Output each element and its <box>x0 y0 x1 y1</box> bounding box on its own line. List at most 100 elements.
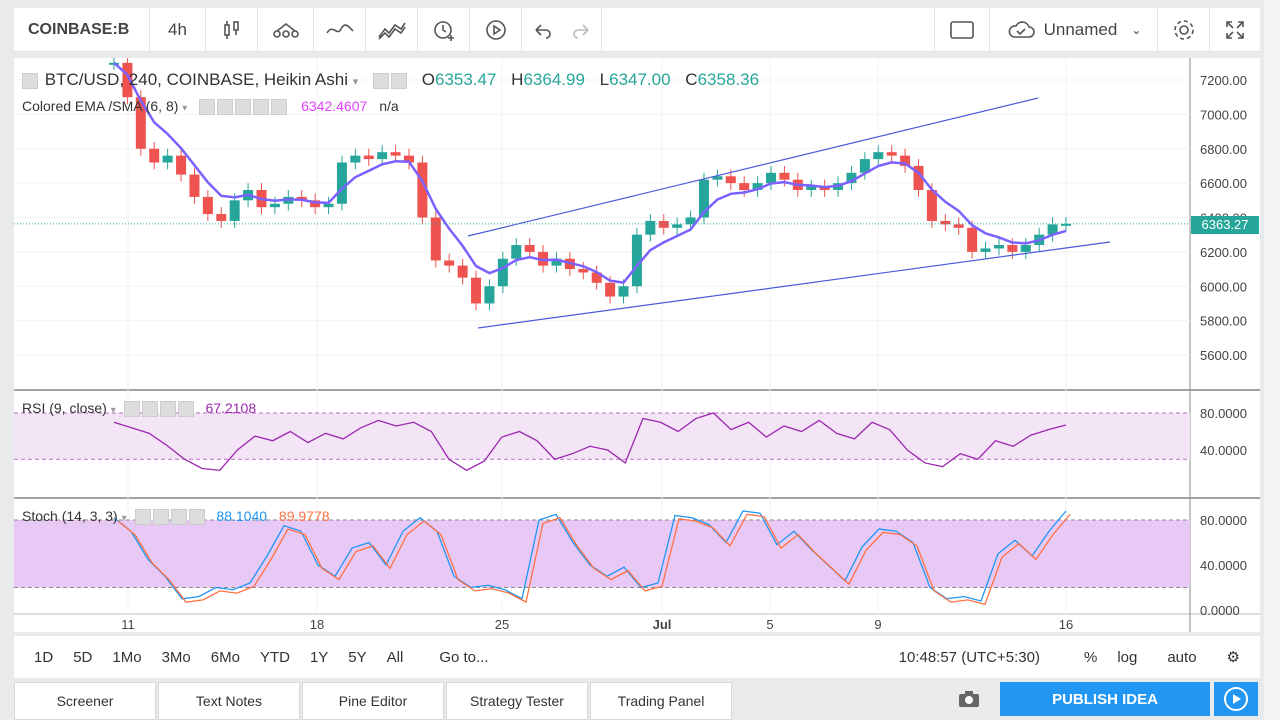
main-legend: BTC/USD, 240, COINBASE, Heikin Ashi ▾ O6… <box>22 70 759 90</box>
stoch-d-value: 89.9778 <box>278 508 330 524</box>
eye-icon[interactable] <box>199 99 216 116</box>
chevron-down-icon[interactable]: ▾ <box>121 513 127 524</box>
cloud-icon <box>1008 20 1035 38</box>
tab-trading-panel[interactable]: Trading Panel <box>590 682 732 720</box>
series-title: BTC/USD, 240, COINBASE, Heikin Ashi <box>44 70 349 89</box>
close-icon[interactable] <box>177 401 194 418</box>
chevron-down-icon[interactable]: ▾ <box>110 405 116 416</box>
range-ytd[interactable]: YTD <box>259 648 290 666</box>
collapse-icon[interactable] <box>22 72 38 89</box>
candle-body <box>323 203 334 208</box>
chevron-down-icon: ⌄ <box>1131 22 1142 37</box>
price-axis-label: 6000.00 <box>1200 279 1247 294</box>
range-1d[interactable]: 1D <box>34 648 54 666</box>
gear-icon[interactable] <box>391 72 408 89</box>
plus-icon[interactable] <box>253 99 270 116</box>
candle-body <box>591 272 602 283</box>
gear-icon[interactable] <box>152 509 169 526</box>
chart-canvas[interactable]: 7200.007000.006800.006600.006400.006200.… <box>14 58 1260 632</box>
time-axis-label: 25 <box>495 617 509 632</box>
publish-idea-button[interactable]: PUBLISH IDEA <box>1000 682 1210 716</box>
plus-icon[interactable] <box>170 509 187 526</box>
camera-icon[interactable] <box>954 686 984 712</box>
stoch-legend: Stoch (14, 3, 3) ▾ 88.1040 89.9778 <box>22 508 330 526</box>
undo-icon[interactable] <box>522 8 562 52</box>
maximize-icon[interactable] <box>1210 8 1260 52</box>
current-price-label: 6363.27 <box>1191 216 1259 234</box>
gear-icon[interactable] <box>141 401 158 418</box>
candle-body <box>430 217 441 261</box>
close-icon[interactable] <box>188 509 205 526</box>
open-value: 6353.47 <box>434 70 497 89</box>
time-axis-label: 5 <box>766 617 773 632</box>
candle-body <box>390 152 401 156</box>
chart-name-label: Unnamed <box>1043 19 1118 39</box>
compare-icon[interactable] <box>258 7 314 52</box>
fullscreen-chart-icon[interactable] <box>934 7 990 52</box>
tab-text-notes[interactable]: Text Notes <box>158 682 300 720</box>
range-5y[interactable]: 5Y <box>348 648 367 666</box>
plus-icon[interactable] <box>159 401 176 418</box>
gear-icon[interactable] <box>217 99 234 116</box>
candle-body <box>551 258 562 266</box>
settings-gear-icon[interactable]: ⚙ <box>1226 649 1240 666</box>
candle-body <box>993 245 1004 249</box>
candle-body <box>645 220 656 235</box>
templates-icon[interactable] <box>366 7 418 52</box>
rsi-legend: RSI (9, close) ▾ 67.2108 <box>22 400 256 418</box>
tab-strategy-tester[interactable]: Strategy Tester <box>446 682 588 720</box>
candle-body <box>926 190 937 221</box>
time-axis-label: 18 <box>310 617 324 632</box>
tab-pine-editor[interactable]: Pine Editor <box>302 682 444 720</box>
chart-name-button[interactable]: Unnamed ⌄ <box>990 7 1158 52</box>
candle-type-icon[interactable] <box>206 7 258 52</box>
close-icon[interactable] <box>271 99 288 116</box>
close-value: 6358.36 <box>697 70 760 89</box>
price-axis-label: 6200.00 <box>1200 245 1247 260</box>
candle-body <box>900 155 911 166</box>
ema-value: 6342.4607 <box>301 98 368 114</box>
right-scroll-strip[interactable] <box>1264 0 1280 720</box>
candle-body <box>511 245 522 259</box>
range-3mo[interactable]: 3Mo <box>161 648 191 666</box>
range-5d[interactable]: 5D <box>73 648 93 666</box>
candle-body <box>471 277 482 304</box>
range-all[interactable]: All <box>386 648 404 666</box>
auto-scale-button[interactable]: auto <box>1167 648 1197 666</box>
goto-button[interactable]: Go to... <box>439 648 489 666</box>
source-icon[interactable] <box>235 99 252 116</box>
eye-icon[interactable] <box>373 72 390 89</box>
eye-icon[interactable] <box>134 509 151 526</box>
indicators-icon[interactable] <box>314 7 366 52</box>
interval-button[interactable]: 4h <box>150 7 206 52</box>
symbol-search[interactable]: COINBASE:B <box>14 7 150 52</box>
time-axis-label: Jul <box>653 617 672 632</box>
play-icon[interactable] <box>1214 682 1258 716</box>
range-1mo[interactable]: 1Mo <box>112 648 142 666</box>
alert-icon[interactable] <box>418 7 470 52</box>
candle-body <box>712 176 723 180</box>
candle-body <box>685 217 696 225</box>
chart-area[interactable]: 7200.007000.006800.006600.006400.006200.… <box>14 58 1260 632</box>
range-6mo[interactable]: 6Mo <box>210 648 240 666</box>
candle-body <box>846 172 857 184</box>
candle-body <box>269 203 280 208</box>
price-axis-label: 6600.00 <box>1200 176 1247 191</box>
tab-screener[interactable]: Screener <box>14 682 156 720</box>
range-1y[interactable]: 1Y <box>309 648 329 666</box>
candle-body <box>377 152 388 160</box>
stoch-axis-label: 0.0000 <box>1200 603 1240 618</box>
percent-scale-button[interactable]: % <box>1083 648 1098 666</box>
clock-label[interactable]: 10:48:57 (UTC+5:30) <box>898 648 1040 666</box>
chevron-down-icon[interactable]: ▾ <box>352 76 359 88</box>
log-scale-button[interactable]: log <box>1117 648 1138 666</box>
settings-gear-icon[interactable] <box>1158 7 1210 52</box>
candle-body <box>672 224 683 228</box>
redo-icon[interactable] <box>562 7 602 52</box>
replay-icon[interactable] <box>470 7 522 52</box>
candle-body <box>913 165 924 190</box>
candle-body <box>403 155 414 163</box>
chevron-down-icon[interactable]: ▾ <box>182 103 188 114</box>
eye-icon[interactable] <box>123 401 140 418</box>
